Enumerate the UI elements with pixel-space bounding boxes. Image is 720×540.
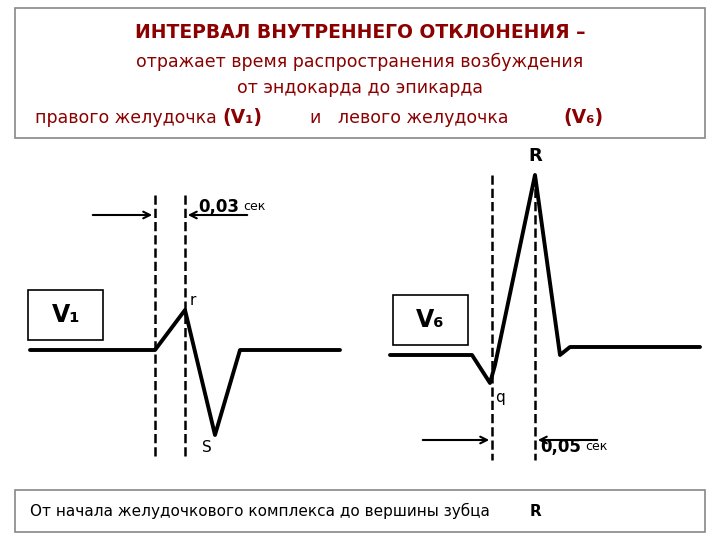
Bar — [393, 295, 468, 345]
Text: сек: сек — [585, 441, 608, 454]
Text: V₁: V₁ — [52, 303, 81, 327]
Text: сек: сек — [243, 200, 266, 213]
Text: R: R — [530, 503, 541, 518]
Text: S: S — [202, 440, 212, 455]
Text: правого желудочка: правого желудочка — [35, 109, 222, 127]
Text: (V₆): (V₆) — [563, 109, 603, 127]
Bar — [15, 8, 705, 138]
Text: и   левого желудочка: и левого желудочка — [310, 109, 514, 127]
Text: отражает время распространения возбуждения: отражает время распространения возбужден… — [136, 53, 584, 71]
Text: R: R — [528, 147, 542, 165]
Text: ИНТЕРВАЛ ВНУТРЕННЕГО ОТКЛОНЕНИЯ –: ИНТЕРВАЛ ВНУТРЕННЕГО ОТКЛОНЕНИЯ – — [135, 23, 585, 42]
Text: q: q — [495, 390, 505, 405]
Bar — [15, 490, 705, 532]
Text: От начала желудочкового комплекса до вершины зубца: От начала желудочкового комплекса до вер… — [30, 503, 495, 519]
Text: 0,05: 0,05 — [540, 438, 581, 456]
Text: r: r — [190, 293, 197, 308]
Text: от эндокарда до эпикарда: от эндокарда до эпикарда — [237, 79, 483, 97]
Bar — [28, 290, 103, 340]
Text: V₆: V₆ — [415, 308, 444, 332]
Text: (V₁): (V₁) — [222, 109, 262, 127]
Text: 0,03: 0,03 — [198, 198, 239, 216]
